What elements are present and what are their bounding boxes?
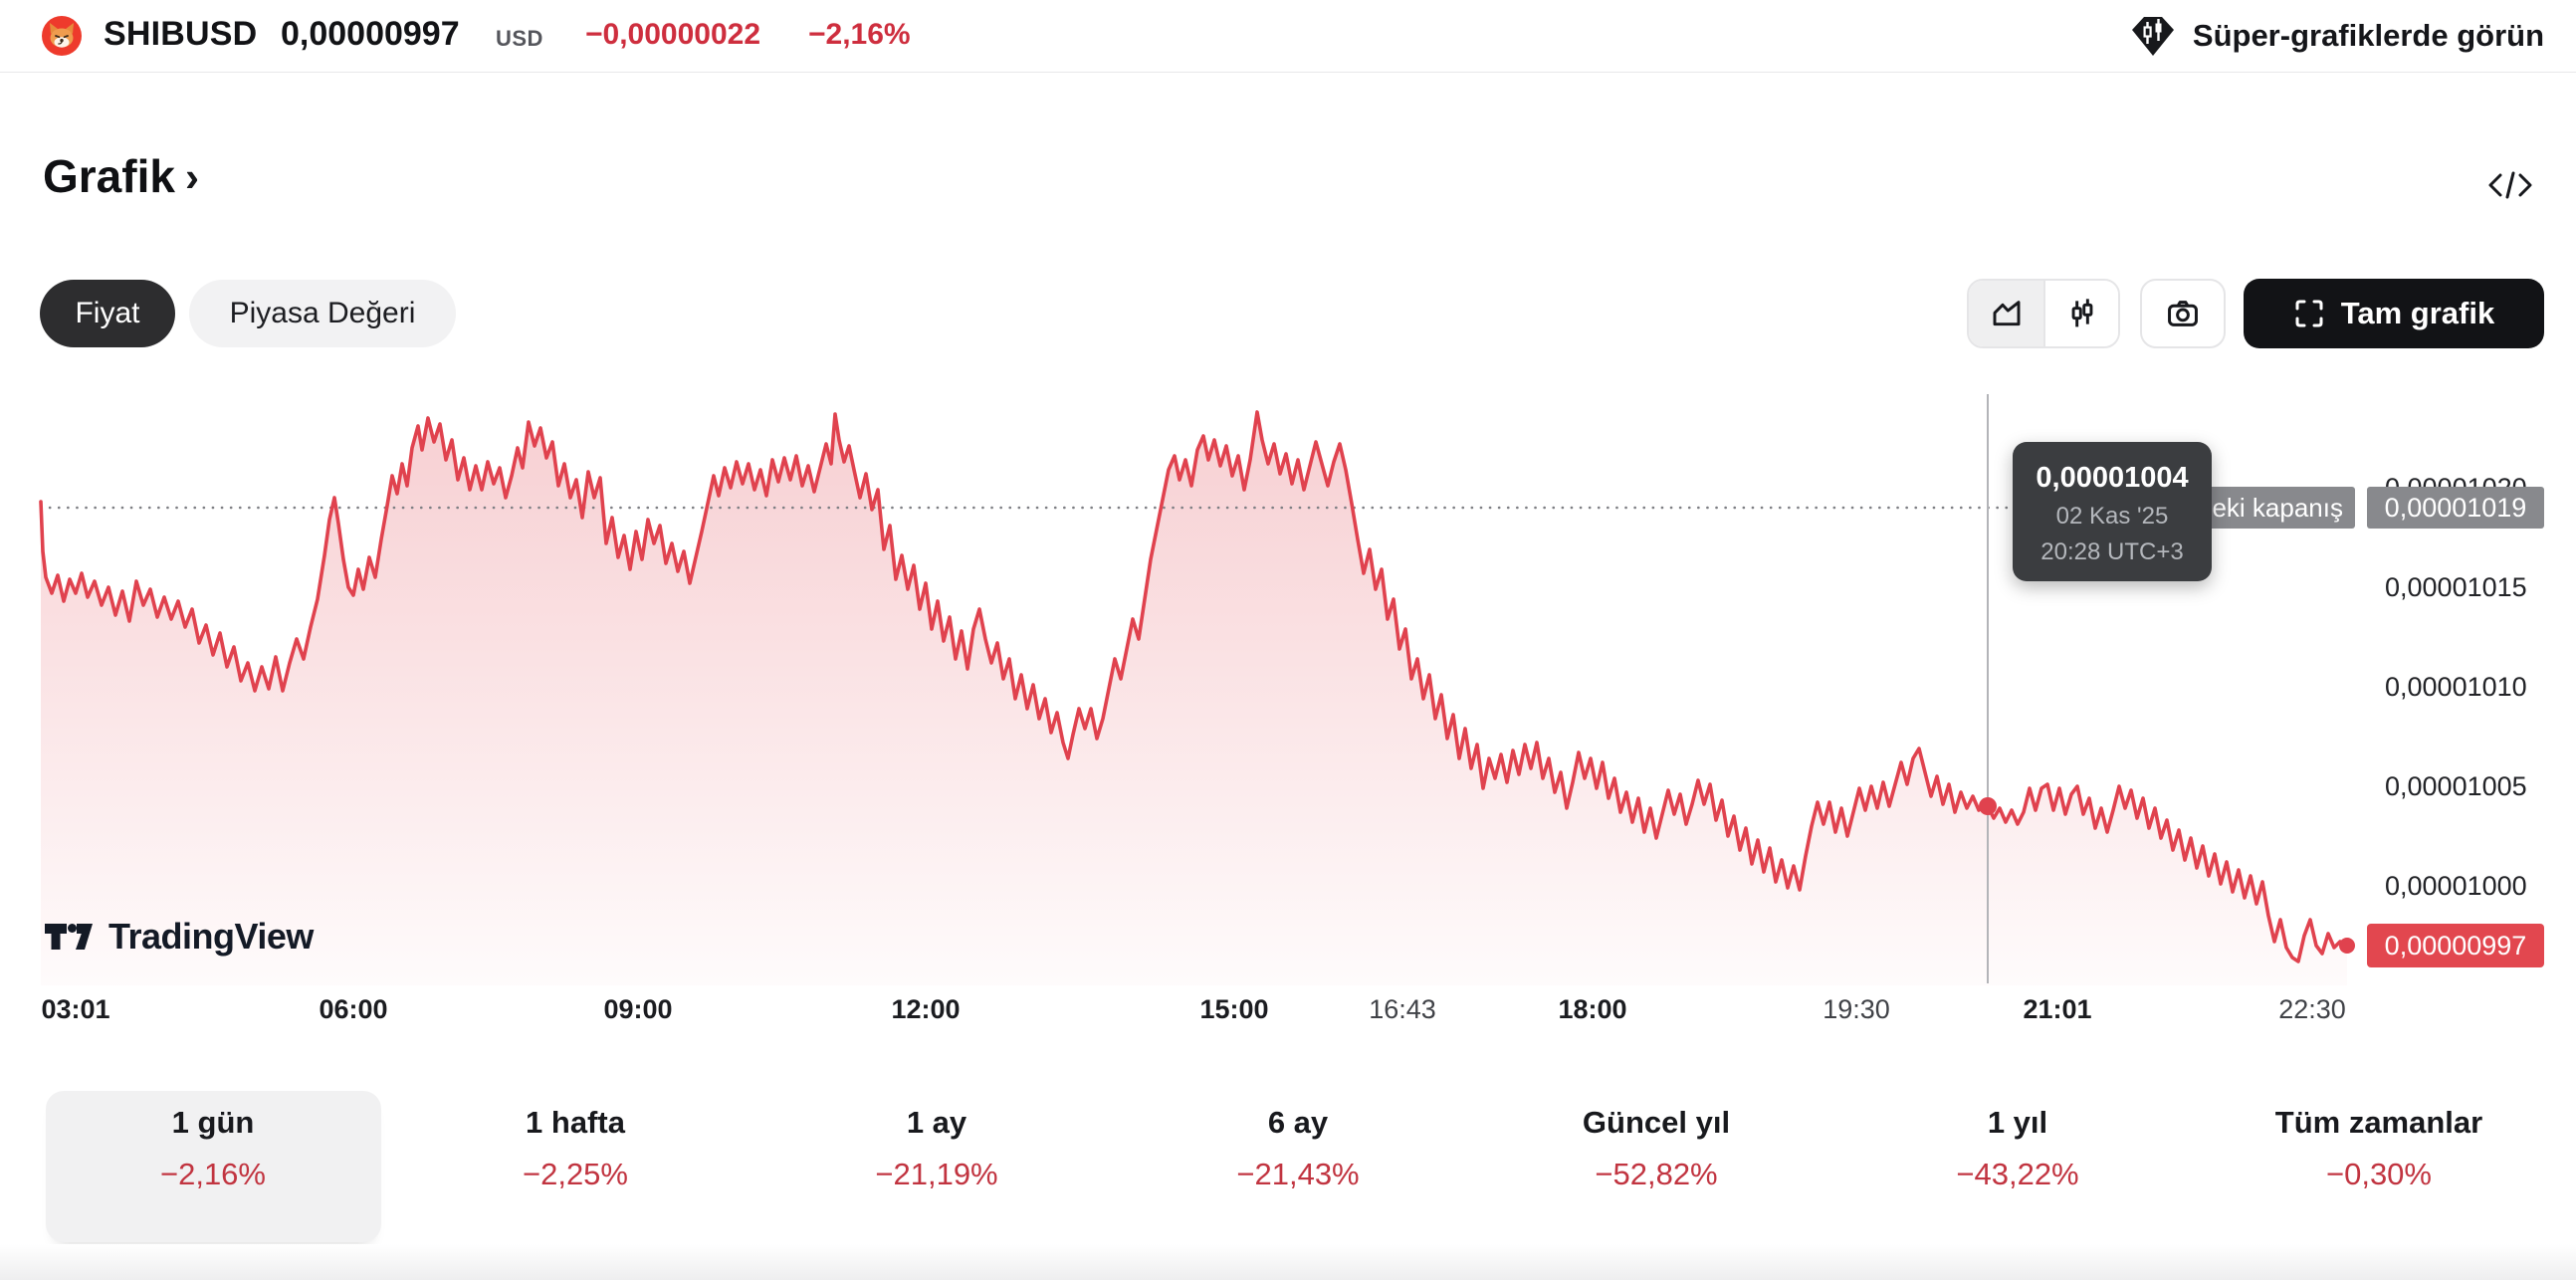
x-axis-label: 15:00 — [1199, 994, 1269, 1024]
range-label: 1 gün — [171, 1105, 255, 1140]
price-change-percent: −2,16% — [808, 18, 911, 51]
x-axis-label: 22:30 — [2278, 994, 2346, 1024]
price-change: −0,00000022 — [585, 18, 761, 51]
y-axis-label: 0,00001010 — [2385, 672, 2527, 702]
full-chart-button[interactable]: Tam grafik — [2244, 279, 2544, 348]
x-axis-label: 19:30 — [1823, 994, 1890, 1024]
candlestick-icon — [2071, 299, 2092, 327]
snapshot-button[interactable] — [2140, 279, 2226, 348]
range-percent: −21,19% — [875, 1157, 998, 1191]
range-1-day[interactable]: 1 gün −2,16% — [74, 1091, 352, 1242]
last-price-badge: 0,00000997 — [2367, 924, 2544, 967]
code-icon — [2488, 171, 2532, 199]
area-chart-icon — [1993, 301, 2020, 326]
tradingview-logo-icon — [45, 924, 93, 950]
camera-icon — [2168, 301, 2198, 326]
x-axis-label: 06:00 — [319, 994, 388, 1024]
candlestick-style-button[interactable] — [2043, 281, 2118, 346]
next-section-edge — [0, 1244, 2576, 1280]
range-label: 1 yıl — [1987, 1105, 2048, 1140]
shib-coin-icon — [42, 16, 82, 56]
ticker-bar: SHIBUSD 0,00000997 USD −0,00000022 −2,16… — [0, 0, 2576, 73]
x-axis-label: 18:00 — [1558, 994, 1627, 1024]
current-price: 0,00000997 — [281, 15, 460, 53]
tooltip-price: 0,00001004 — [2036, 462, 2189, 494]
range-percent: −2,16% — [159, 1157, 266, 1191]
embed-code-button[interactable] — [2482, 163, 2538, 207]
fullscreen-icon — [2295, 300, 2323, 327]
supercharts-gem-icon — [2131, 17, 2174, 56]
range-percent: −2,25% — [522, 1157, 628, 1191]
tooltip-date: 02 Kas '25 — [2055, 503, 2169, 530]
y-axis-label: 0,00001005 — [2385, 771, 2527, 801]
range-percent: −21,43% — [1236, 1157, 1360, 1191]
x-axis-label: 12:00 — [891, 994, 961, 1024]
full-chart-label: Tam grafik — [2340, 296, 2495, 330]
y-axis-label: 0,00001015 — [2385, 572, 2527, 602]
range-percent: −0,30% — [2325, 1157, 2432, 1191]
open-supercharts-link[interactable]: Süper-grafiklerde görün — [2129, 10, 2544, 62]
x-axis-label: 03:01 — [41, 994, 110, 1024]
crosshair-tooltip: 0,00001004 02 Kas '25 20:28 UTC+3 — [2013, 442, 2212, 581]
section-title-grafik[interactable]: Grafik › — [43, 149, 199, 203]
range-6-months[interactable]: 6 ay −21,43% — [1159, 1091, 1437, 1242]
tradingview-logo-text: TradingView — [108, 916, 314, 957]
previous-close-value-badge: 0,00001019 — [2367, 487, 2544, 529]
page-title-text: Grafik — [43, 150, 175, 202]
symbol-label: SHIBUSD — [104, 15, 258, 53]
tooltip-time: 20:28 UTC+3 — [2040, 538, 2184, 565]
x-axis-label: 09:00 — [603, 994, 673, 1024]
range-label: 1 hafta — [526, 1105, 625, 1140]
chevron-right-icon: › — [184, 153, 199, 200]
chart-style-segmented-control — [1967, 279, 2120, 348]
range-1-week[interactable]: 1 hafta −2,25% — [436, 1091, 715, 1242]
range-1-month[interactable]: 1 ay −21,19% — [797, 1091, 1076, 1242]
range-label: Tüm zamanlar — [2274, 1105, 2483, 1140]
range-percent: −52,82% — [1595, 1157, 1718, 1191]
area-chart-style-button[interactable] — [1969, 281, 2043, 346]
range-label: 6 ay — [1267, 1105, 1329, 1140]
tab-market-cap[interactable]: Piyasa Değeri — [189, 280, 456, 347]
range-percent: −43,22% — [1956, 1157, 2079, 1191]
range-ytd[interactable]: Güncel yıl −52,82% — [1517, 1091, 1796, 1242]
y-axis-label: 0,00001000 — [2385, 871, 2527, 901]
range-label: Güncel yıl — [1582, 1105, 1731, 1140]
x-axis-label: 21:01 — [2023, 994, 2092, 1024]
currency-label: USD — [496, 26, 543, 51]
tradingview-attribution[interactable]: TradingView — [43, 916, 314, 958]
tab-price[interactable]: Fiyat — [40, 280, 175, 347]
selected-range-highlight — [46, 1091, 381, 1242]
range-label: 1 ay — [906, 1105, 967, 1140]
range-1-year[interactable]: 1 yıl −43,22% — [1878, 1091, 2157, 1242]
range-all-time[interactable]: Tüm zamanlar −0,30% — [2240, 1091, 2518, 1242]
supercharts-label: Süper-grafiklerde görün — [2192, 18, 2544, 53]
x-axis-label: 16:43 — [1369, 994, 1436, 1024]
